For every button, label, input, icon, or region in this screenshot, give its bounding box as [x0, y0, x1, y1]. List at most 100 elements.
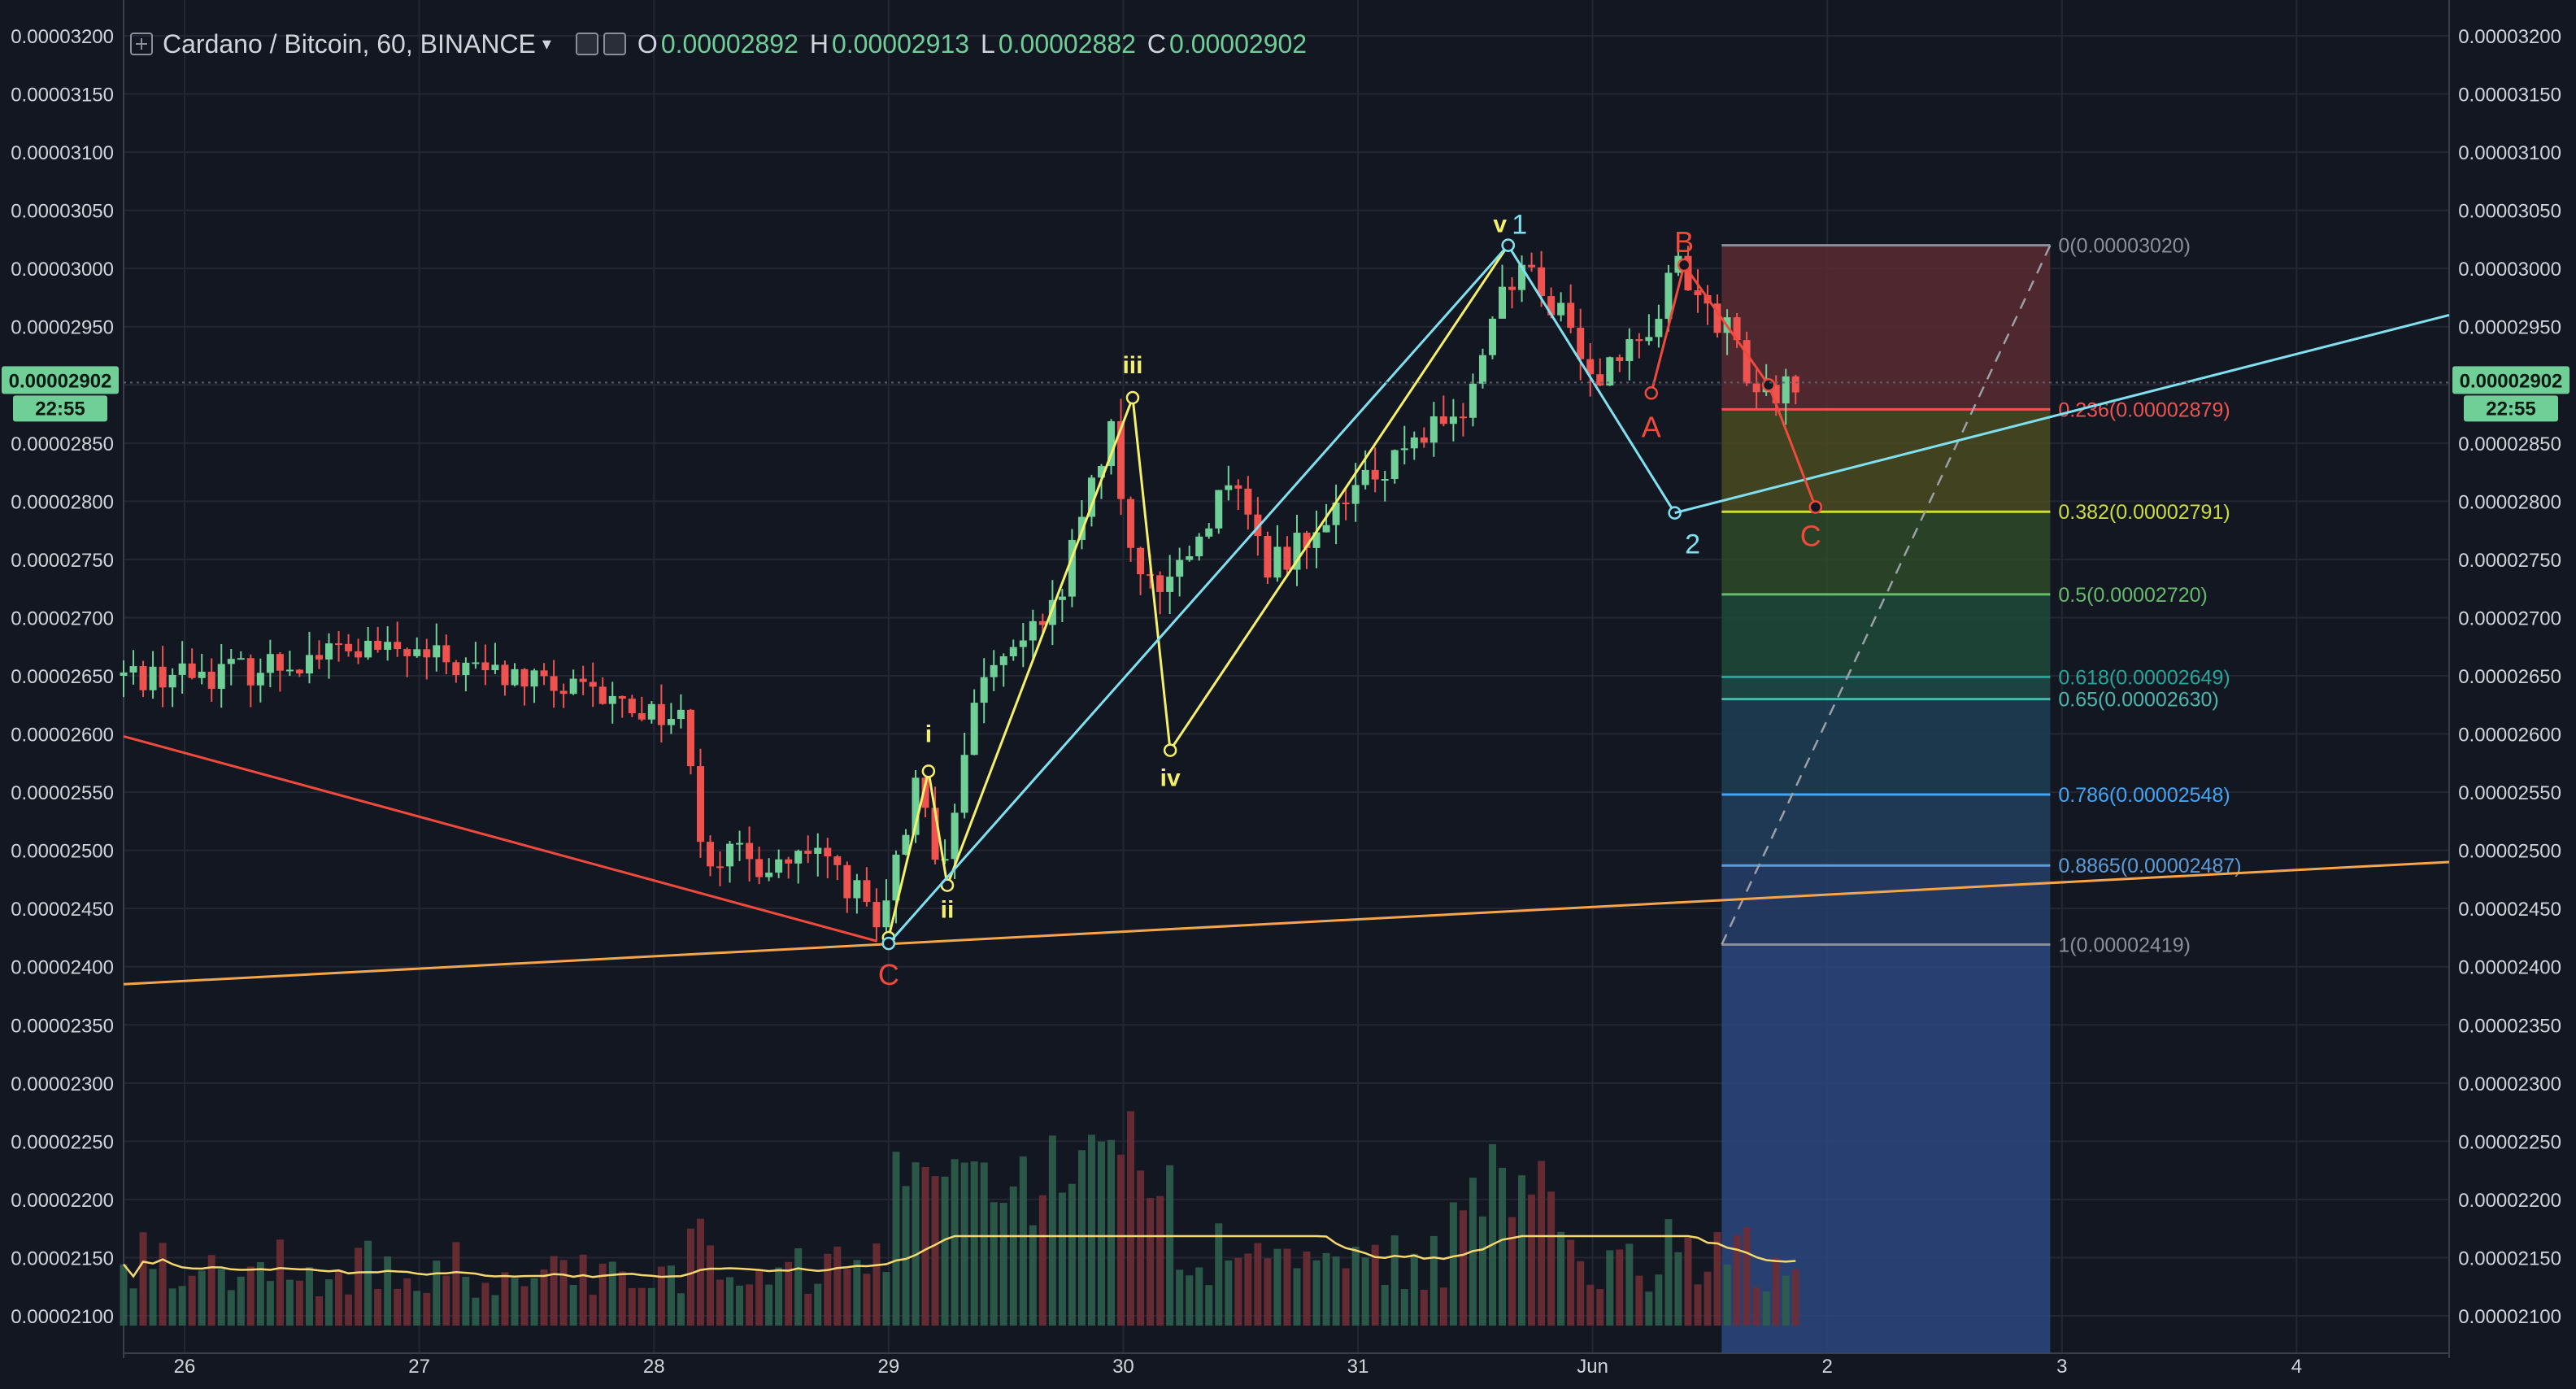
volume-bar [1303, 1251, 1311, 1326]
candle-body [775, 859, 783, 873]
candle-body [559, 690, 568, 694]
low-label: L [981, 28, 995, 59]
volume-bar [598, 1263, 607, 1326]
volume-bar [1518, 1175, 1526, 1326]
candle-body [1645, 337, 1653, 342]
candle-body [1499, 286, 1507, 319]
y-tick-label: 0.00003100 [2458, 142, 2561, 164]
candle-body [413, 649, 421, 656]
candle-body [794, 851, 803, 864]
candle-body [696, 766, 704, 843]
candle-body [1254, 514, 1262, 537]
candle-body [1791, 376, 1799, 393]
candle-body [178, 663, 186, 675]
fib-band [1721, 677, 2051, 699]
candle-body [491, 664, 499, 671]
candle-body [999, 656, 1007, 665]
volume-bar [941, 1176, 949, 1326]
volume-bar [394, 1288, 402, 1326]
y-tick-label: 0.00002350 [2458, 1015, 2561, 1037]
volume-bar [1713, 1232, 1721, 1326]
volume-bar [1293, 1268, 1301, 1326]
volume-bar [931, 1176, 939, 1326]
y-tick-label: 0.00002250 [2458, 1131, 2561, 1153]
fib-band [1721, 865, 2051, 945]
candle-body [1752, 383, 1760, 393]
candle-body [892, 854, 900, 901]
candle-body [1009, 647, 1017, 657]
close-value: 0.00002902 [1169, 28, 1308, 59]
candle-body [295, 669, 303, 674]
volume-bar [285, 1279, 294, 1326]
open-label: O [637, 28, 658, 59]
volume-bar [569, 1284, 577, 1326]
candle-body [931, 808, 939, 860]
volume-bar [1616, 1249, 1624, 1326]
x-axis: 26 27 28 29 30 31 Jun 2 3 4 [174, 1356, 2302, 1378]
volume-bar [892, 1152, 900, 1326]
candle-body [285, 669, 294, 672]
candle-body [374, 640, 382, 651]
volume-bar [1694, 1284, 1702, 1326]
candle-body [1625, 339, 1634, 361]
chevron-down-icon[interactable]: ▾ [542, 33, 551, 54]
settings-icon[interactable] [603, 33, 626, 55]
wave-label: ii [941, 897, 955, 924]
volume-bar [1655, 1274, 1663, 1326]
volume-bar [1117, 1154, 1125, 1326]
candle-body [462, 662, 470, 676]
candle-body [129, 666, 137, 673]
candle-body [657, 703, 665, 725]
y-tick-label: 0.00003100 [11, 142, 114, 164]
candle-body [1312, 532, 1321, 548]
candle-body [1215, 490, 1223, 529]
volume-bar [1538, 1160, 1546, 1326]
settings-icon[interactable] [575, 33, 598, 55]
candle-body [325, 643, 333, 660]
volume-bar [921, 1166, 929, 1326]
volume-bar [413, 1291, 421, 1326]
candle-body [1713, 303, 1721, 333]
candle-body [765, 873, 773, 877]
volume-bar [1528, 1194, 1536, 1326]
wave-pivot [881, 936, 896, 951]
candle-body [1586, 359, 1595, 375]
candle-body [1469, 383, 1477, 418]
volume-bar [980, 1162, 988, 1326]
volume-bar [1478, 1216, 1486, 1326]
volume-bar [1459, 1210, 1467, 1326]
candle-body [1147, 574, 1155, 577]
candle-body [1322, 525, 1330, 533]
symbol-title[interactable]: Cardano / Bitcoin, 60, BINANCE [163, 28, 536, 59]
volume-bar [843, 1269, 851, 1326]
candle-body [1410, 437, 1418, 449]
candle-body [1478, 355, 1486, 384]
candle-body [1019, 640, 1027, 647]
volume-bar [1264, 1258, 1272, 1326]
candle-body [1068, 539, 1076, 597]
volume-bar [520, 1286, 529, 1326]
candle-body [872, 902, 881, 928]
y-tick-label: 0.00003000 [11, 259, 114, 281]
candle-body [579, 678, 587, 682]
volume-bar [139, 1232, 147, 1326]
cyan-projection-line [1674, 313, 2450, 515]
volume-bar [1225, 1260, 1233, 1326]
volume-bar [637, 1287, 646, 1326]
wave-label: C [878, 958, 899, 991]
volume-bar [736, 1285, 744, 1326]
y-tick-label: 0.00002400 [2458, 957, 2561, 979]
candle-body [1449, 416, 1457, 425]
candle-body [970, 703, 978, 755]
candle-body [1137, 547, 1145, 575]
price-tags: 0.00002902 22:55 0.00002902 22:55 [2, 366, 2569, 422]
candle-body [188, 663, 196, 678]
candle-body [1538, 267, 1546, 297]
drawing-lines [123, 238, 2450, 986]
y-tick-label: 0.00002150 [2458, 1247, 2561, 1269]
plus-square-icon[interactable] [130, 33, 153, 55]
volume-bar [1567, 1239, 1575, 1326]
volume-bar [912, 1162, 920, 1326]
candle-body [941, 859, 949, 861]
